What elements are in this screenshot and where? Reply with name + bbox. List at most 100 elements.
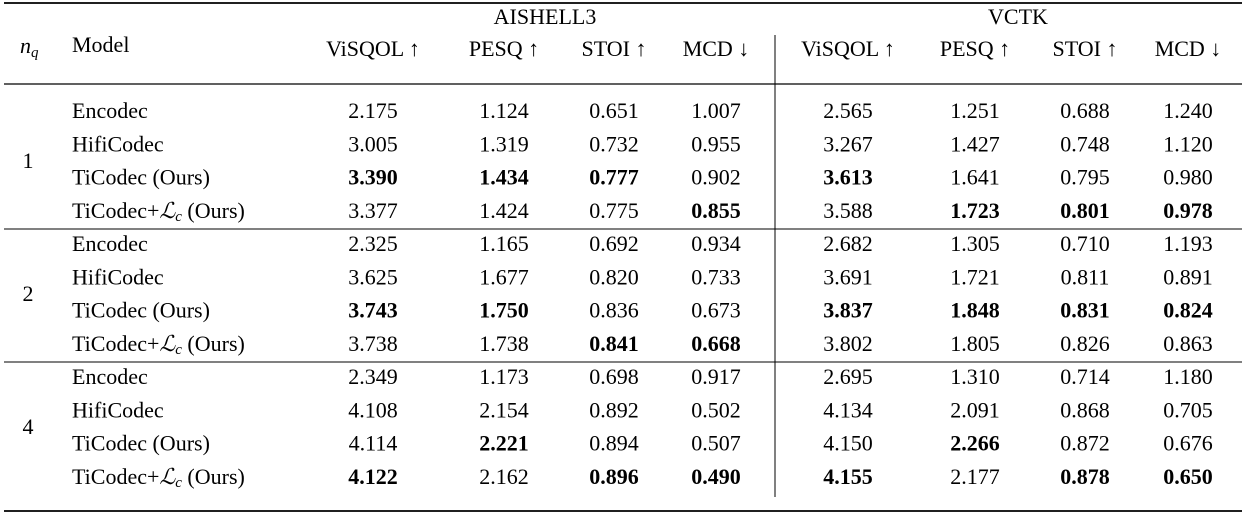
metric-value: 0.980 [1163,165,1213,190]
model-suffix: (Ours) [182,198,245,223]
metric-value: 4.122 [348,464,398,489]
metric-value: 0.836 [589,298,639,323]
model-name: TiCodec (Ours) [72,298,210,323]
metric-value: 2.154 [479,397,529,422]
metric-value: 0.841 [589,331,639,356]
model-name: Encodec [72,98,148,123]
metric-header: ViSQOL ↑ [801,36,895,61]
metric-value: 2.091 [950,397,1000,422]
metric-value: 0.872 [1060,431,1110,456]
model-name: TiCodec+ℒc (Ours) [72,464,245,491]
nq-value: 4 [23,414,34,439]
metric-value: 0.676 [1163,431,1213,456]
metric-value: 0.878 [1060,464,1110,489]
metric-value: 0.894 [589,431,639,456]
metric-value: 0.801 [1060,198,1110,223]
model-name: Encodec [72,364,148,389]
metric-value: 0.892 [589,397,639,422]
metric-value: 2.266 [950,431,1000,456]
metric-value: 0.863 [1163,331,1213,356]
metric-value: 3.267 [823,131,873,156]
metric-value: 4.150 [823,431,873,456]
metric-value: 0.831 [1060,298,1110,323]
model-name: TiCodec+ℒc (Ours) [72,198,245,225]
metric-value: 2.695 [823,364,873,389]
metric-value: 0.902 [691,165,741,190]
metric-value: 0.748 [1060,131,1110,156]
metric-value: 2.565 [823,98,873,123]
metric-value: 1.723 [950,198,1000,223]
metric-value: 1.305 [950,231,1000,256]
nq-value: 2 [23,281,34,306]
metric-value: 1.319 [479,131,529,156]
metric-value: 1.165 [479,231,529,256]
metric-value: 1.424 [479,198,529,223]
metric-value: 0.688 [1060,98,1110,123]
metric-value: 1.427 [950,131,1000,156]
metric-value: 3.588 [823,198,873,223]
metric-value: 3.377 [348,198,398,223]
metric-value: 4.114 [349,431,398,456]
model-name: TiCodec (Ours) [72,165,210,190]
metric-value: 0.673 [691,298,741,323]
metric-value: 1.434 [479,165,529,190]
metric-value: 3.837 [823,298,873,323]
model-subscript: c [175,475,182,491]
metric-value: 0.775 [589,198,639,223]
metric-value: 0.917 [691,364,741,389]
model-subscript: c [175,209,182,225]
model-prefix: TiCodec+ [72,464,159,489]
metric-value: 2.175 [348,98,398,123]
metric-value: 3.738 [348,331,398,356]
metric-value: 1.193 [1163,231,1213,256]
metric-value: 3.625 [348,264,398,289]
model-name: HifiCodec [72,264,164,289]
model-subscript: c [175,342,182,358]
model-name: Encodec [72,231,148,256]
metric-value: 0.490 [691,464,741,489]
metric-value: 1.173 [479,364,529,389]
metric-value: 0.507 [691,431,741,456]
metric-header: PESQ ↑ [940,36,1010,61]
group-header: VCTK [988,4,1048,29]
group-header: AISHELL3 [494,4,597,29]
metric-value: 0.692 [589,231,639,256]
metric-value: 2.177 [950,464,1000,489]
metric-value: 3.390 [348,165,398,190]
metric-value: 2.682 [823,231,873,256]
metric-value: 0.651 [589,98,639,123]
metric-value: 3.743 [348,298,398,323]
metric-value: 0.868 [1060,397,1110,422]
metric-header: STOI ↑ [1053,36,1118,61]
metric-header: ViSQOL ↑ [326,36,420,61]
metric-value: 3.613 [823,165,873,190]
metric-value: 0.668 [691,331,741,356]
metric-value: 1.251 [950,98,1000,123]
metric-value: 0.650 [1163,464,1213,489]
model-symbol: ℒ [159,331,176,356]
metric-value: 0.891 [1163,264,1213,289]
model-suffix: (Ours) [182,331,245,356]
metric-value: 1.120 [1163,131,1213,156]
model-prefix: TiCodec+ [72,331,159,356]
metric-value: 4.134 [823,397,873,422]
model-name: HifiCodec [72,131,164,156]
metric-value: 0.733 [691,264,741,289]
nq-subscript: q [31,45,39,61]
metric-value: 4.155 [823,464,873,489]
metric-value: 0.934 [691,231,741,256]
metric-header: STOI ↑ [582,36,647,61]
metric-value: 1.007 [691,98,741,123]
model-symbol: ℒ [159,198,176,223]
metric-value: 1.848 [950,298,1000,323]
metric-value: 4.108 [348,397,398,422]
metric-value: 0.811 [1061,264,1110,289]
metric-value: 1.738 [479,331,529,356]
model-name: TiCodec (Ours) [72,431,210,456]
metric-value: 1.805 [950,331,1000,356]
metric-value: 0.777 [589,165,639,190]
metric-value: 1.240 [1163,98,1213,123]
nq-value: 1 [23,148,34,173]
metric-value: 0.855 [691,198,741,223]
